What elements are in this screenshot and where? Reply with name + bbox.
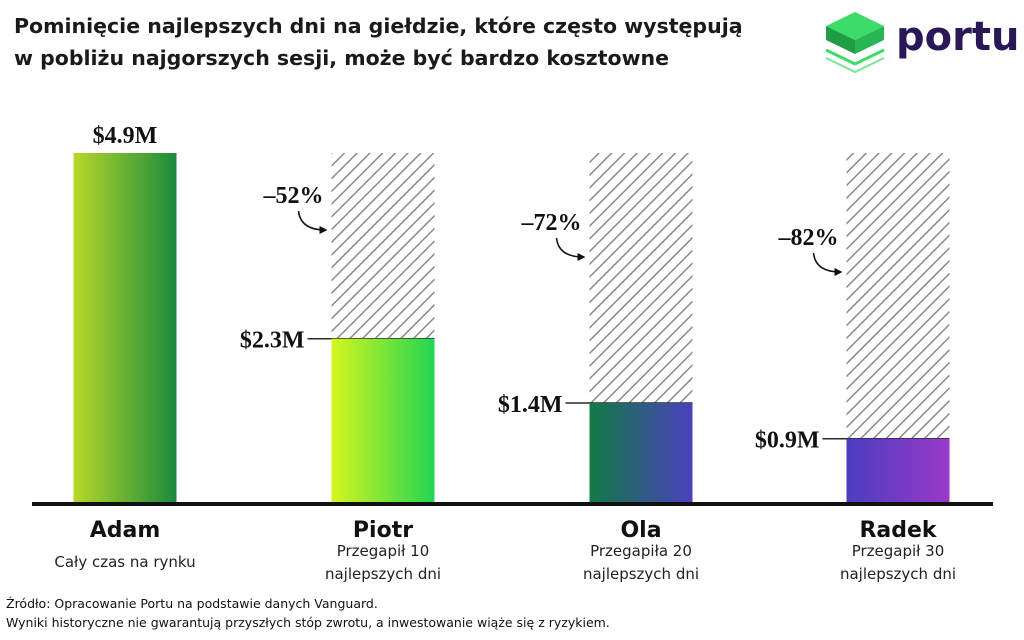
bar-piotr <box>331 338 435 503</box>
chart-title: Pominięcie najlepszych dni na giełdzie, … <box>14 10 794 74</box>
disclaimer-note: Wyniki historyczne nie gwarantują przysz… <box>6 615 610 630</box>
category-label-piotr: Piotr <box>353 518 413 543</box>
portu-logo: portu <box>822 8 1022 78</box>
category-subtitle-piotr: Przegapił 10 <box>337 542 430 560</box>
logo-text: portu <box>896 14 1020 60</box>
loss-arrow-piotr <box>297 210 328 234</box>
green-cube-icon <box>825 12 885 74</box>
lost-portion-piotr <box>331 153 435 339</box>
footer: Źródło: Opracowanie Portu na podstawie d… <box>6 594 610 632</box>
category-label-adam: Adam <box>90 518 161 543</box>
source-note: Źródło: Opracowanie Portu na podstawie d… <box>6 596 378 611</box>
value-label-piotr: $2.3M <box>240 328 305 354</box>
category-subtitle-adam: Cały czas na rynku <box>54 553 195 571</box>
category-label-ola: Ola <box>620 518 661 543</box>
bar-radek <box>846 438 950 503</box>
loss-label-ola: –72% <box>521 210 582 236</box>
loss-label-radek: –82% <box>778 225 839 251</box>
bar-adam <box>73 153 177 503</box>
category-label-radek: Radek <box>859 518 937 543</box>
title-line-1: Pominięcie najlepszych dni na giełdzie, … <box>14 14 743 38</box>
bar-ola <box>589 403 693 503</box>
loss-arrow-ola <box>555 237 586 261</box>
loss-arrow-radek <box>812 252 843 276</box>
category-subtitle-ola: Przegapiła 20 <box>590 542 692 560</box>
lost-portion-ola <box>589 153 693 403</box>
category-subtitle-ola: najlepszych dni <box>583 565 699 583</box>
lost-portion-radek <box>846 153 950 439</box>
value-label-radek: $0.9M <box>755 428 820 454</box>
value-label-adam: $4.9M <box>93 123 158 149</box>
category-subtitle-piotr: najlepszych dni <box>325 565 441 583</box>
loss-label-piotr: –52% <box>263 183 324 209</box>
category-subtitle-radek: Przegapił 30 <box>852 542 945 560</box>
category-subtitle-radek: najlepszych dni <box>840 565 956 583</box>
title-line-2: w pobliżu najgorszych sesji, może być ba… <box>14 46 670 70</box>
value-label-ola: $1.4M <box>498 392 563 418</box>
